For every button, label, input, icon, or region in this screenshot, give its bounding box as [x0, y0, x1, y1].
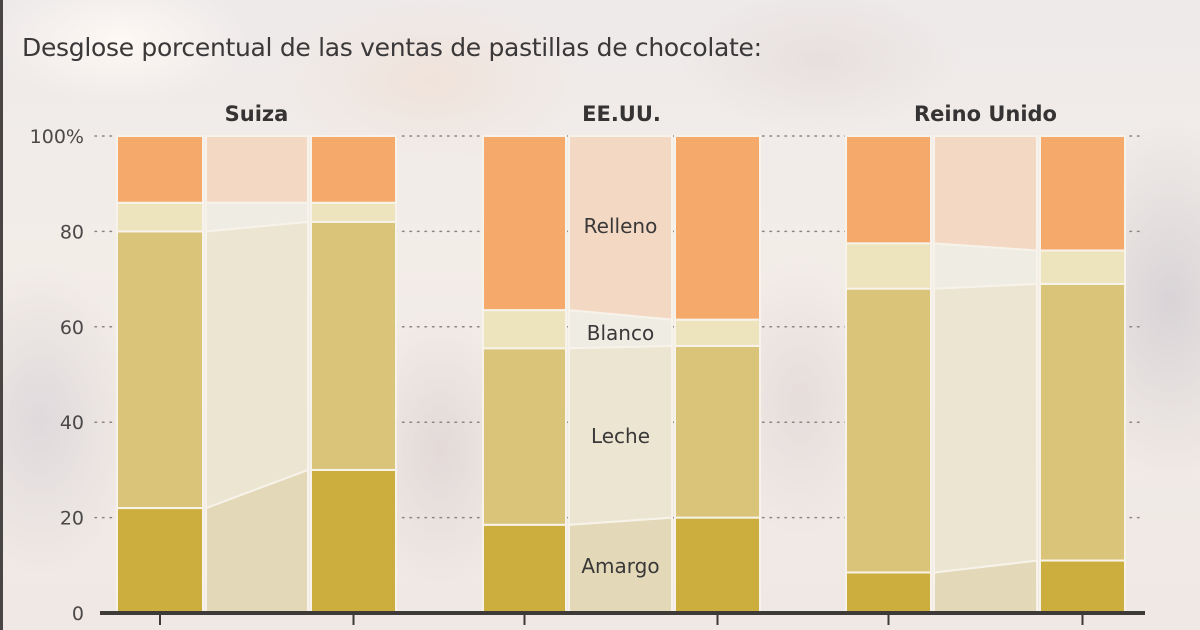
bar-segment-reino-unido-2-blanco — [1039, 249, 1126, 285]
bar-segment-ee-uu--1-amargo — [482, 523, 567, 615]
bar-segment-reino-unido-1-amargo — [845, 571, 932, 615]
connector-reino-unido-leche — [933, 282, 1038, 574]
bars — [116, 135, 1126, 615]
bar-segment-reino-unido-1-leche — [845, 287, 932, 574]
series-label-blanco: Blanco — [587, 321, 654, 345]
group-label-reino-unido: Reino Unido — [914, 102, 1057, 126]
bar-segment-ee-uu--1-relleno — [482, 135, 567, 312]
bar-segment-reino-unido-1-relleno — [845, 135, 932, 245]
connector-suiza-leche — [205, 220, 309, 510]
chart-title: Desglose porcentual de las ventas de pas… — [22, 33, 762, 62]
bar-segment-reino-unido-1-blanco — [845, 242, 932, 290]
connector-ee-uu--relleno — [568, 135, 673, 321]
group-labels: Suiza EE.UU. Reino Unido — [225, 102, 1057, 126]
bar-segment-suiza-1-amargo — [116, 507, 204, 614]
bar-segment-suiza-2-amargo — [310, 468, 397, 614]
bar-segment-suiza-2-relleno — [310, 135, 397, 204]
series-label-relleno: Relleno — [584, 214, 658, 238]
bar-segment-reino-unido-2-relleno — [1039, 135, 1126, 252]
bar-segment-ee-uu--1-blanco — [482, 309, 567, 350]
y-tick-label-20: 20 — [60, 508, 84, 530]
group-label-ee-uu-: EE.UU. — [582, 102, 661, 126]
bar-segment-ee-uu--1-leche — [482, 347, 567, 526]
connector-suiza-relleno — [205, 135, 309, 204]
bar-segment-ee-uu--2-leche — [674, 344, 761, 519]
series-labels: Relleno Blanco Leche Amargo — [581, 214, 659, 578]
series-label-leche: Leche — [591, 424, 650, 448]
group-label-suiza: Suiza — [225, 102, 289, 126]
bar-segment-suiza-1-leche — [116, 230, 204, 510]
y-tick-label-80: 80 — [60, 221, 84, 243]
bar-connectors — [205, 135, 1038, 614]
connector-reino-unido-relleno — [933, 135, 1038, 252]
y-tick-label-0: 0 — [72, 603, 84, 625]
y-tick-label-60: 60 — [60, 317, 84, 339]
y-tick-label-40: 40 — [60, 412, 84, 434]
bar-segment-ee-uu--2-blanco — [674, 318, 761, 347]
bar-segment-reino-unido-2-leche — [1039, 282, 1126, 562]
bar-segment-suiza-1-blanco — [116, 201, 204, 233]
bar-segment-reino-unido-2-amargo — [1039, 559, 1126, 615]
bar-segment-suiza-2-leche — [310, 220, 397, 471]
bar-segment-suiza-2-blanco — [310, 201, 397, 223]
bar-segment-suiza-1-relleno — [116, 135, 204, 204]
y-axis-ticks: 0 20 40 60 80 100% — [30, 126, 84, 625]
x-axis — [100, 611, 1145, 625]
bar-segment-ee-uu--2-relleno — [674, 135, 761, 321]
bar-segment-ee-uu--2-amargo — [674, 516, 761, 614]
left-border-rule — [0, 0, 3, 630]
series-label-amargo: Amargo — [581, 554, 659, 578]
y-tick-label-100: 100% — [30, 126, 84, 148]
